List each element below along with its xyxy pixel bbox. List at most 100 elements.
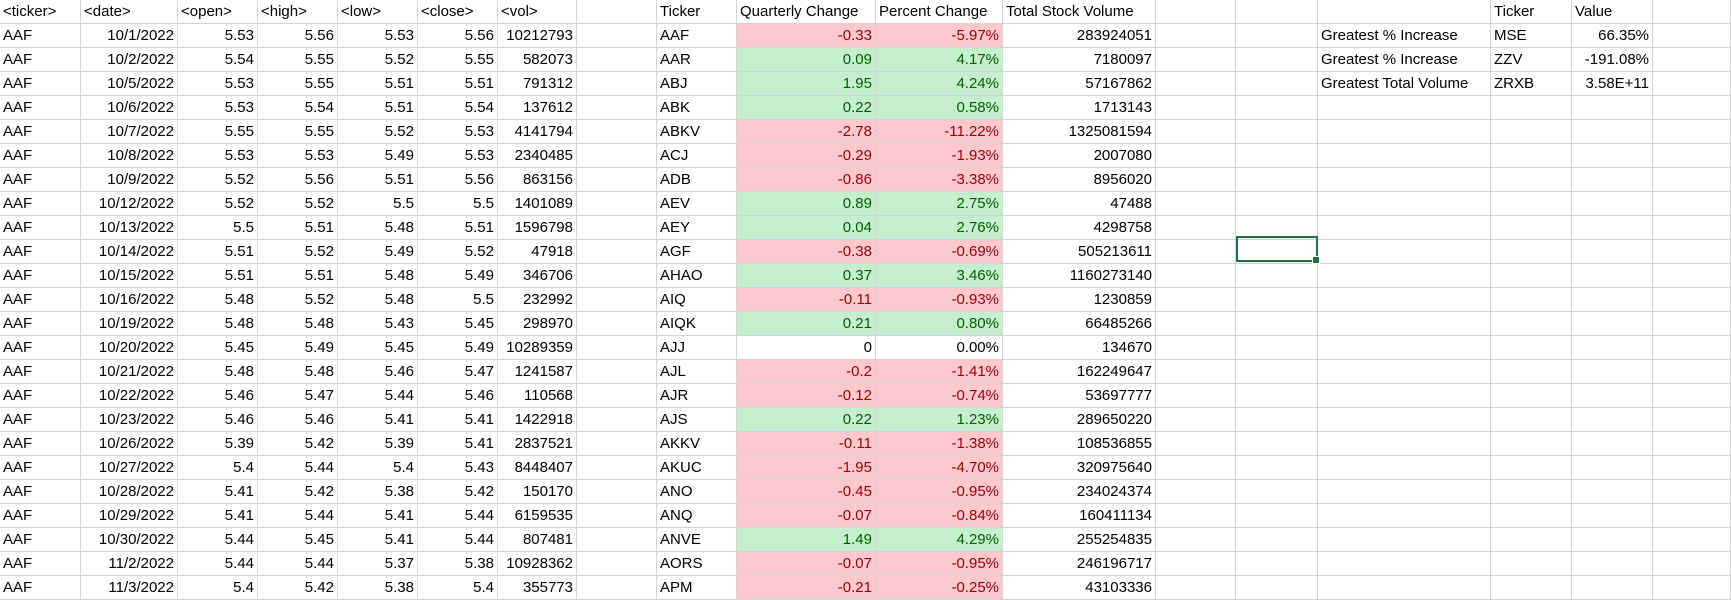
- raw-data-cell[interactable]: 5.41: [338, 408, 418, 432]
- percent-change-cell[interactable]: 4.24%: [876, 72, 1003, 96]
- raw-ticker-cell[interactable]: AAF: [0, 120, 81, 144]
- total-volume-cell[interactable]: 1160273140: [1003, 264, 1156, 288]
- raw-data-cell[interactable]: 5.4: [418, 576, 498, 600]
- raw-data-cell[interactable]: 355773: [498, 576, 577, 600]
- raw-data-cell[interactable]: 5.52: [258, 288, 338, 312]
- quarterly-change-cell[interactable]: -0.2: [737, 360, 876, 384]
- raw-data-cell[interactable]: 582073: [498, 48, 577, 72]
- raw-ticker-cell[interactable]: AAF: [0, 264, 81, 288]
- raw-data-cell[interactable]: 5.45: [338, 336, 418, 360]
- raw-header-cell[interactable]: <ticker>: [0, 0, 81, 24]
- cell-Q8[interactable]: [1572, 168, 1653, 192]
- raw-data-cell[interactable]: 5.53: [258, 144, 338, 168]
- raw-ticker-cell[interactable]: AAF: [0, 360, 81, 384]
- raw-data-cell[interactable]: 5.51: [418, 216, 498, 240]
- percent-change-cell[interactable]: -0.25%: [876, 576, 1003, 600]
- raw-data-cell[interactable]: 5.51: [258, 264, 338, 288]
- raw-data-cell[interactable]: 5.41: [338, 504, 418, 528]
- cell-O22[interactable]: [1318, 504, 1491, 528]
- raw-data-cell[interactable]: 47918: [498, 240, 577, 264]
- summary-ticker-cell[interactable]: AKUC: [657, 456, 737, 480]
- raw-data-cell[interactable]: 5.48: [338, 288, 418, 312]
- raw-data-cell[interactable]: 1241587: [498, 360, 577, 384]
- summary-ticker-cell[interactable]: AJR: [657, 384, 737, 408]
- cell-R3[interactable]: [1653, 48, 1731, 72]
- stats-ticker-cell[interactable]: ZZV: [1491, 48, 1572, 72]
- cell-H19[interactable]: [577, 432, 657, 456]
- percent-change-cell[interactable]: 3.46%: [876, 264, 1003, 288]
- raw-ticker-cell[interactable]: AAF: [0, 144, 81, 168]
- cell-R7[interactable]: [1653, 144, 1731, 168]
- cell-O24[interactable]: [1318, 552, 1491, 576]
- cell-H24[interactable]: [577, 552, 657, 576]
- raw-data-cell[interactable]: 5.53: [178, 72, 258, 96]
- raw-ticker-cell[interactable]: AAF: [0, 72, 81, 96]
- cell-M6[interactable]: [1156, 120, 1236, 144]
- raw-data-cell[interactable]: 5.53: [178, 144, 258, 168]
- total-volume-cell[interactable]: 234024374: [1003, 480, 1156, 504]
- raw-data-cell[interactable]: 5.5: [338, 192, 418, 216]
- cell-O10[interactable]: [1318, 216, 1491, 240]
- raw-data-cell[interactable]: 10/5/2022: [81, 72, 178, 96]
- percent-change-cell[interactable]: 1.23%: [876, 408, 1003, 432]
- cell-M24[interactable]: [1156, 552, 1236, 576]
- cell-O23[interactable]: [1318, 528, 1491, 552]
- raw-data-cell[interactable]: 5.51: [178, 264, 258, 288]
- percent-change-cell[interactable]: -0.84%: [876, 504, 1003, 528]
- raw-data-cell[interactable]: 10/12/2022: [81, 192, 178, 216]
- cell-N19[interactable]: [1236, 432, 1318, 456]
- stats-header-cell[interactable]: Value: [1572, 0, 1653, 24]
- cell-M20[interactable]: [1156, 456, 1236, 480]
- raw-data-cell[interactable]: 5.4: [178, 456, 258, 480]
- raw-data-cell[interactable]: 5.49: [418, 336, 498, 360]
- cell-N9[interactable]: [1236, 192, 1318, 216]
- raw-data-cell[interactable]: 5.48: [178, 360, 258, 384]
- cell-M12[interactable]: [1156, 264, 1236, 288]
- percent-change-cell[interactable]: 0.00%: [876, 336, 1003, 360]
- cell-M17[interactable]: [1156, 384, 1236, 408]
- summary-ticker-cell[interactable]: AJS: [657, 408, 737, 432]
- raw-data-cell[interactable]: 5.47: [418, 360, 498, 384]
- raw-data-cell[interactable]: 5.44: [418, 504, 498, 528]
- percent-change-cell[interactable]: -0.74%: [876, 384, 1003, 408]
- cell-N7[interactable]: [1236, 144, 1318, 168]
- cell-Q11[interactable]: [1572, 240, 1653, 264]
- cell-H23[interactable]: [577, 528, 657, 552]
- fill-handle[interactable]: [1312, 256, 1320, 264]
- summary-ticker-cell[interactable]: AIQK: [657, 312, 737, 336]
- raw-data-cell[interactable]: 5.52: [178, 168, 258, 192]
- cell-P6[interactable]: [1491, 120, 1572, 144]
- quarterly-change-cell[interactable]: -0.86: [737, 168, 876, 192]
- cell-O14[interactable]: [1318, 312, 1491, 336]
- cell-Q7[interactable]: [1572, 144, 1653, 168]
- raw-ticker-cell[interactable]: AAF: [0, 24, 81, 48]
- raw-ticker-cell[interactable]: AAF: [0, 336, 81, 360]
- cell-H6[interactable]: [577, 120, 657, 144]
- summary-ticker-cell[interactable]: AGF: [657, 240, 737, 264]
- cell-P8[interactable]: [1491, 168, 1572, 192]
- cell-O9[interactable]: [1318, 192, 1491, 216]
- raw-ticker-cell[interactable]: AAF: [0, 408, 81, 432]
- raw-data-cell[interactable]: 5.56: [258, 24, 338, 48]
- raw-data-cell[interactable]: 10212793: [498, 24, 577, 48]
- raw-data-cell[interactable]: 5.41: [178, 504, 258, 528]
- raw-data-cell[interactable]: 5.5: [418, 288, 498, 312]
- raw-data-cell[interactable]: 5.56: [418, 24, 498, 48]
- cell-N4[interactable]: [1236, 72, 1318, 96]
- summary-header-cell[interactable]: Percent Change: [876, 0, 1003, 24]
- raw-data-cell[interactable]: 791312: [498, 72, 577, 96]
- cell-H1[interactable]: [577, 0, 657, 24]
- raw-ticker-cell[interactable]: AAF: [0, 384, 81, 408]
- raw-data-cell[interactable]: 5.54: [178, 48, 258, 72]
- cell-R21[interactable]: [1653, 480, 1731, 504]
- raw-data-cell[interactable]: 10289359: [498, 336, 577, 360]
- total-volume-cell[interactable]: 160411134: [1003, 504, 1156, 528]
- total-volume-cell[interactable]: 8956020: [1003, 168, 1156, 192]
- cell-O13[interactable]: [1318, 288, 1491, 312]
- cell-O25[interactable]: [1318, 576, 1491, 600]
- raw-data-cell[interactable]: 5.47: [258, 384, 338, 408]
- raw-data-cell[interactable]: 5.44: [178, 552, 258, 576]
- quarterly-change-cell[interactable]: -0.11: [737, 432, 876, 456]
- raw-data-cell[interactable]: 2837521: [498, 432, 577, 456]
- raw-data-cell[interactable]: 5.55: [258, 72, 338, 96]
